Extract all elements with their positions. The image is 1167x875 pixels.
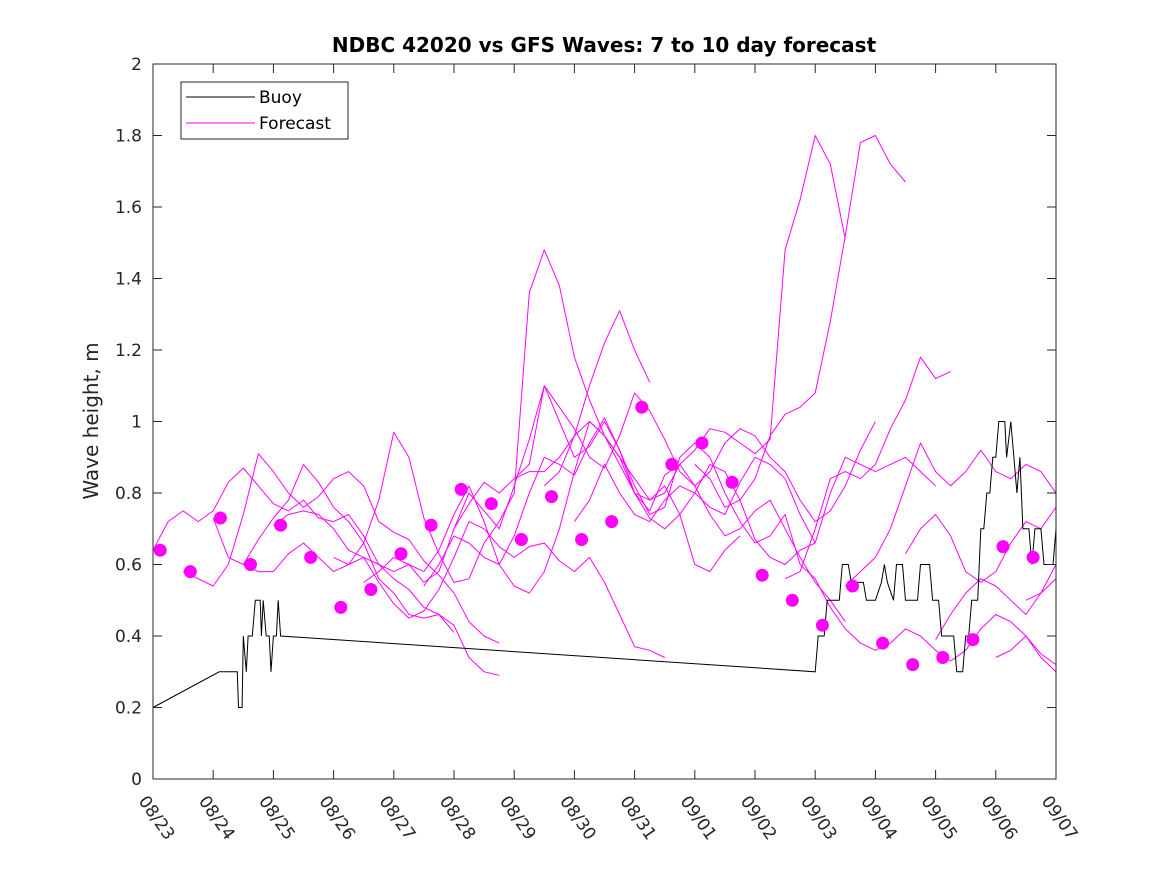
forecast-marker-19 xyxy=(695,436,709,450)
forecast-line-5 xyxy=(273,421,741,594)
y-tick-label: 0.4 xyxy=(115,627,142,647)
x-tick-label: 09/07 xyxy=(1037,792,1081,844)
x-tick-label: 09/06 xyxy=(977,792,1021,844)
forecast-marker-12 xyxy=(484,497,498,511)
x-tick-label: 08/29 xyxy=(495,792,539,844)
x-tick-label: 08/31 xyxy=(616,792,660,844)
forecast-marker-1 xyxy=(153,543,167,557)
data-layer xyxy=(153,135,1056,708)
forecast-line-17 xyxy=(935,562,1056,640)
legend: Buoy Forecast xyxy=(180,81,349,140)
forecast-marker-28 xyxy=(966,633,980,647)
forecast-marker-9 xyxy=(394,547,408,561)
x-tick-label: 08/28 xyxy=(435,792,479,844)
forecast-marker-20 xyxy=(725,475,739,489)
x-tick-label: 08/24 xyxy=(194,792,238,844)
x-tick-label: 08/23 xyxy=(134,792,178,844)
forecast-marker-6 xyxy=(304,550,318,564)
forecast-marker-14 xyxy=(545,490,558,504)
forecast-marker-4 xyxy=(244,558,257,571)
y-tick-label: 1 xyxy=(131,413,142,433)
forecast-marker-25 xyxy=(876,636,890,650)
forecast-line-6 xyxy=(333,249,816,583)
legend-buoy-label: Buoy xyxy=(259,88,302,108)
x-tick-label: 09/05 xyxy=(917,792,961,844)
x-tick-label: 09/02 xyxy=(736,792,780,844)
x-tick-label: 09/01 xyxy=(676,792,720,844)
y-tick-label: 0.6 xyxy=(115,556,142,576)
y-tick-label: 0.8 xyxy=(115,484,142,504)
y-tick-label: 0.2 xyxy=(115,699,142,719)
legend-forecast-label: Forecast xyxy=(259,114,331,134)
forecast-marker-15 xyxy=(575,533,589,546)
chart-title: NDBC 42020 vs GFS Waves: 7 to 10 day for… xyxy=(332,33,877,57)
forecast-line-13 xyxy=(694,135,906,508)
forecast-marker-22 xyxy=(785,593,799,607)
x-tick-label: 08/25 xyxy=(254,792,298,844)
forecast-line-12 xyxy=(573,456,936,544)
buoy-line xyxy=(153,421,1056,708)
forecast-marker-3 xyxy=(213,511,227,525)
x-tick-label: 09/04 xyxy=(856,792,900,844)
forecast-marker-7 xyxy=(334,600,348,614)
forecast-line-8 xyxy=(423,417,1056,666)
forecast-marker-26 xyxy=(906,658,920,672)
y-axis-label: Wave height, m xyxy=(79,342,103,499)
y-axis: 0 0.2 0.4 0.6 0.8 1 1.2 1.4 1.6 1.8 2 xyxy=(115,55,1056,790)
y-tick-label: 1.8 xyxy=(115,127,142,147)
forecast-line-20 xyxy=(1055,649,1056,651)
forecast-line-15 xyxy=(844,442,1056,587)
forecast-marker-5 xyxy=(274,518,288,532)
x-tick-label: 08/26 xyxy=(315,792,359,844)
y-tick-label: 2 xyxy=(131,55,142,75)
x-tick-label: 08/27 xyxy=(375,792,419,844)
y-tick-label: 1.4 xyxy=(115,270,142,290)
forecast-marker-30 xyxy=(1026,550,1040,564)
forecast-marker-27 xyxy=(936,651,950,664)
forecast-marker-23 xyxy=(815,618,829,632)
forecast-line-7 xyxy=(363,385,846,622)
forecast-line-3 xyxy=(212,463,500,676)
forecast-line-16 xyxy=(905,506,1056,583)
forecast-marker-21 xyxy=(755,568,769,582)
forecast-line-10 xyxy=(513,385,876,523)
forecast-line-11 xyxy=(543,310,651,487)
y-tick-label: 1.6 xyxy=(115,198,142,218)
x-tick-label: 09/03 xyxy=(796,792,840,844)
forecast-line-2 xyxy=(182,453,500,644)
forecast-line-18 xyxy=(995,635,1056,673)
y-tick-label: 1.2 xyxy=(115,341,142,361)
forecast-marker-29 xyxy=(996,540,1010,554)
forecast-line-14 xyxy=(784,356,951,580)
y-tick-label: 0 xyxy=(131,770,142,790)
forecast-marker-17 xyxy=(635,400,649,414)
forecast-marker-2 xyxy=(183,565,197,579)
forecast-marker-24 xyxy=(846,579,859,593)
forecast-marker-11 xyxy=(454,482,468,496)
x-tick-label: 08/30 xyxy=(555,792,599,844)
forecast-marker-13 xyxy=(514,533,528,546)
legend-box xyxy=(180,81,349,140)
forecast-marker-18 xyxy=(665,457,679,471)
forecast-line-1 xyxy=(153,467,455,633)
forecast-marker-10 xyxy=(424,518,438,532)
forecast-marker-16 xyxy=(605,515,619,529)
forecast-marker-8 xyxy=(364,583,378,596)
forecast-line-9 xyxy=(453,135,846,530)
